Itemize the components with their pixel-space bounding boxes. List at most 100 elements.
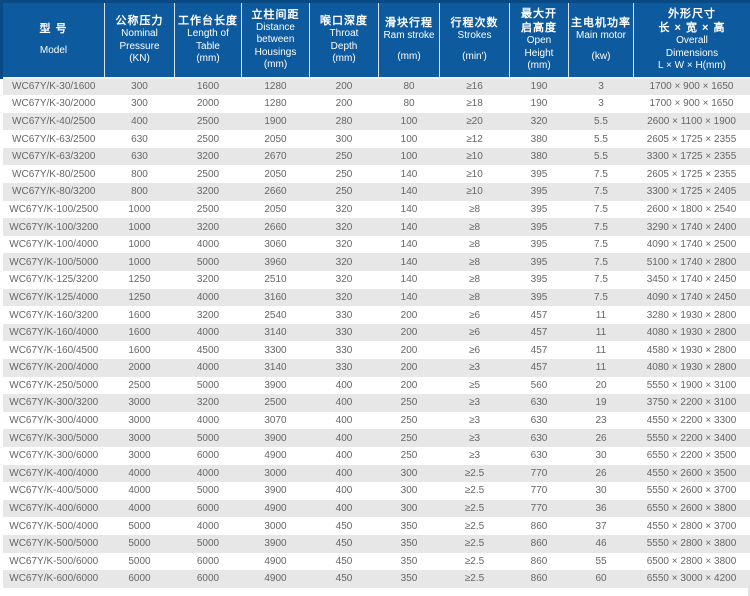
value-cell: 5550 × 1900 × 3100 — [633, 376, 750, 395]
table-row: WC67Y/K-30/2000 300 2000 1280 200 80 ≥18 190 3 17… — [0, 95, 750, 113]
value-cell: 250 — [378, 429, 440, 447]
table-row: WC67Y/K-300/6000 3000 6000 4900 400 250 ≥3 630 3… — [0, 446, 750, 465]
value-cell: 3900 — [241, 482, 310, 500]
value-cell: 2500 — [174, 165, 242, 184]
header-line — [4, 37, 103, 45]
model-cell: WC67Y/K-100/5000 — [0, 253, 105, 272]
value-cell: 630 — [509, 394, 569, 412]
value-cell: 80 — [378, 95, 440, 113]
header-line: 立柱间距 — [251, 8, 300, 21]
table-row: WC67Y/K-80/3200 800 3200 2660 250 140 ≥10 395 7.… — [0, 183, 750, 201]
value-cell: 3300 × 1725 × 2405 — [633, 183, 750, 201]
header-en: Throat Depth (mm) — [311, 28, 377, 66]
value-cell: 3200 — [174, 183, 242, 201]
value-cell: ≥2.5 — [439, 552, 510, 571]
table-row: WC67Y/K-80/2500 800 2500 2050 250 140 ≥10 395 7.… — [0, 165, 750, 184]
value-cell: 46 — [568, 534, 634, 553]
table-row: WC67Y/K-500/4000 5000 4000 3000 450 350 ≥2.5 86… — [0, 517, 750, 535]
header-line: 启高度 — [521, 22, 557, 34]
value-cell: 350 — [378, 534, 440, 553]
value-cell: 3000 — [104, 429, 175, 447]
value-cell: 5100 × 1740 × 2800 — [633, 253, 750, 272]
value-cell: 2000 — [104, 359, 175, 377]
table-row: WC67Y/K-400/6000 4000 6000 4900 400 300 ≥2.5 77… — [0, 499, 750, 518]
value-cell: 190 — [509, 95, 569, 113]
value-cell: 320 — [309, 218, 379, 236]
value-cell: 2670 — [241, 147, 310, 166]
value-cell: 36 — [568, 499, 634, 518]
table-row: WC67Y/K-160/4000 1600 4000 3140 330 200 ≥6 457 1… — [0, 323, 750, 342]
value-cell: 400 — [104, 112, 175, 131]
value-cell: 450 — [309, 517, 379, 535]
value-cell: 630 — [509, 446, 569, 465]
header-line: (mm) — [397, 50, 421, 62]
value-cell: 320 — [309, 271, 379, 289]
table-row: WC67Y/K-30/1600 300 1600 1280 200 80 ≥16 190 3 17… — [0, 77, 750, 96]
value-cell: 2660 — [241, 183, 310, 201]
model-cell: WC67Y/K-200/4000 — [0, 359, 105, 377]
value-cell: 3900 — [241, 534, 310, 553]
value-cell: 4900 — [241, 499, 310, 518]
value-cell: 1280 — [241, 95, 310, 113]
model-cell: WC67Y/K-160/4500 — [0, 341, 105, 359]
value-cell: 4000 — [174, 464, 242, 483]
header-line: 行程次数 — [450, 17, 499, 30]
column-header-strokes: 行程次数 Strokes (min') — [439, 0, 510, 79]
value-cell: 1700 × 900 × 1650 — [633, 77, 750, 96]
value-cell: 1250 — [104, 288, 175, 307]
table-row: WC67Y/K-200/4000 2000 4000 3140 330 200 ≥3 457 1… — [0, 359, 750, 377]
header-line: 型 号 — [39, 23, 68, 36]
value-cell: 300 — [378, 482, 440, 500]
value-cell: ≥16 — [439, 77, 510, 96]
header-line: (kw) — [591, 50, 611, 62]
model-cell: WC67Y/K-100/4000 — [0, 235, 105, 254]
value-cell: ≥3 — [439, 411, 510, 430]
value-cell: ≥10 — [439, 183, 510, 201]
value-cell: ≥8 — [439, 253, 510, 272]
value-cell: 200 — [309, 95, 379, 113]
model-cell: WC67Y/K-300/3200 — [0, 394, 105, 412]
value-cell: ≥6 — [439, 323, 510, 342]
value-cell: 3300 — [241, 341, 310, 359]
value-cell: 4090 × 1740 × 2450 — [633, 288, 750, 307]
value-cell: 770 — [509, 499, 569, 518]
value-cell: ≥10 — [439, 147, 510, 166]
value-cell: 4500 — [174, 341, 242, 359]
value-cell: 2500 — [241, 394, 310, 412]
value-cell: 30 — [568, 446, 634, 465]
table-row: WC67Y/K-300/3200 3000 3200 2500 400 250 ≥3 630 1… — [0, 394, 750, 412]
value-cell: 450 — [309, 552, 379, 571]
header-line: 外形尺寸 — [668, 7, 716, 20]
value-cell: 395 — [509, 200, 569, 219]
header-en: Strokes (min') — [441, 30, 508, 63]
value-cell: 250 — [309, 165, 379, 184]
header-line: Depth — [330, 40, 358, 52]
table-row: WC67Y/K-125/3200 1250 3200 2510 320 140 ≥8 395 7… — [0, 271, 750, 289]
value-cell: 3140 — [241, 359, 310, 377]
value-cell: 3290 × 1740 × 2400 — [633, 218, 750, 236]
header-zh: 公称压力 — [106, 14, 173, 28]
header-line: between — [256, 34, 295, 46]
model-cell: WC67Y/K-30/1600 — [0, 77, 105, 96]
value-cell: ≥5 — [439, 376, 510, 395]
header-zh: 行程次数 — [441, 16, 508, 30]
value-cell: 3060 — [241, 235, 310, 254]
value-cell: 350 — [378, 570, 440, 588]
value-cell: 1250 — [104, 271, 175, 289]
table-row: WC67Y/K-300/4000 3000 4000 3070 400 250 ≥3 630 2… — [0, 411, 750, 430]
value-cell: 860 — [509, 517, 569, 535]
value-cell: 140 — [378, 271, 440, 289]
value-cell: 7.5 — [568, 253, 634, 272]
value-cell: 140 — [378, 235, 440, 254]
value-cell: ≥8 — [439, 200, 510, 219]
value-cell: 395 — [509, 183, 569, 201]
value-cell: 400 — [309, 464, 379, 483]
header-line: Nominal — [121, 28, 158, 40]
column-header-ram-stroke: 滑块行程 Ram stroke (mm) — [378, 0, 440, 79]
value-cell: 3280 × 1930 × 2800 — [633, 306, 750, 324]
column-header-throat-depth: 喉口深度 Throat Depth (mm) — [309, 0, 379, 79]
table-row: WC67Y/K-250/5000 2500 5000 3900 400 200 ≥5 560 2… — [0, 376, 750, 395]
table-body: WC67Y/K-30/1600 300 1600 1280 200 80 ≥16 190 3 17… — [0, 77, 750, 588]
header-zh: 最大开 启高度 — [511, 7, 567, 36]
value-cell: ≥2.5 — [439, 464, 510, 483]
